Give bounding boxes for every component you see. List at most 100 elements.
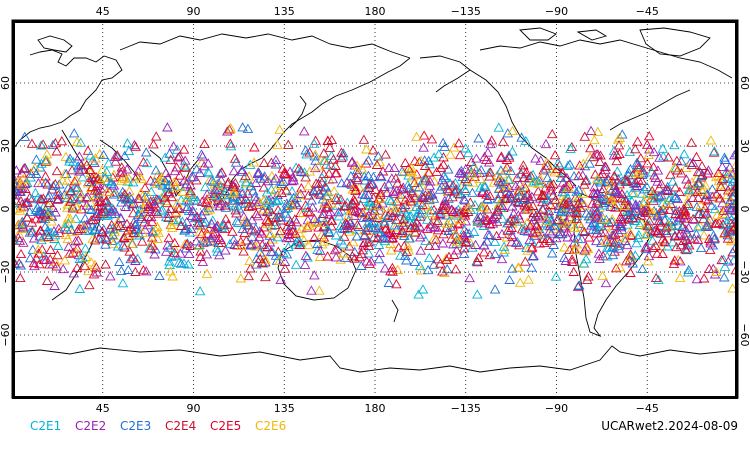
observation-marker [705, 135, 717, 145]
observation-marker [670, 192, 681, 203]
observation-marker [496, 151, 507, 161]
observation-marker [250, 223, 261, 233]
observation-marker [240, 176, 252, 187]
observation-marker [395, 193, 406, 203]
observation-marker [37, 210, 48, 220]
observation-marker [46, 184, 58, 194]
observation-marker [273, 194, 284, 204]
observation-marker [437, 266, 448, 276]
observation-marker [18, 201, 30, 211]
observation-marker [537, 203, 548, 213]
observation-marker [373, 151, 384, 161]
longitude-tick-label: 135 [274, 402, 295, 415]
observation-marker [227, 226, 238, 236]
observation-marker [568, 170, 580, 181]
observation-marker [564, 159, 576, 169]
observation-marker [18, 237, 29, 247]
observation-marker [262, 175, 274, 186]
observation-marker [313, 161, 324, 171]
observation-marker [22, 197, 33, 207]
observation-marker [717, 208, 728, 218]
legend-entry-c2e2: C2E2 [75, 419, 106, 433]
latitude-tick-label: 60 [738, 76, 750, 90]
observation-marker [496, 253, 508, 264]
observation-marker [573, 184, 584, 195]
observation-marker [296, 182, 307, 193]
observation-marker [152, 233, 163, 243]
observation-marker [225, 141, 237, 151]
observation-marker [551, 232, 562, 243]
observation-marker [579, 226, 590, 236]
observation-marker [525, 170, 537, 181]
observation-marker [391, 224, 402, 234]
observation-marker [89, 235, 101, 245]
observation-marker [319, 181, 331, 191]
coast-asia-east [213, 57, 411, 207]
observation-marker [282, 202, 294, 212]
observation-marker [570, 244, 581, 254]
observation-marker [329, 244, 341, 255]
observation-marker [542, 172, 553, 183]
observation-marker [286, 194, 298, 205]
observation-marker [212, 192, 224, 202]
observation-marker [41, 254, 52, 264]
longitude-tick-label: −90 [545, 402, 568, 415]
observation-marker [526, 262, 537, 272]
observation-marker [96, 226, 108, 237]
observation-marker [418, 142, 429, 152]
observation-marker [542, 194, 553, 204]
observation-marker [693, 192, 704, 202]
observation-marker [636, 217, 647, 227]
observation-marker [65, 185, 77, 195]
observation-marker [684, 187, 695, 197]
observation-marker [534, 174, 545, 185]
observation-marker [286, 186, 298, 196]
observation-marker [142, 190, 154, 200]
observation-marker [526, 242, 538, 252]
observation-marker [694, 220, 706, 230]
coast-newzealand [391, 299, 399, 323]
observation-marker [363, 182, 375, 192]
observation-marker [683, 240, 695, 250]
observation-marker [647, 207, 659, 217]
observation-marker [168, 141, 179, 151]
observation-marker [556, 216, 567, 226]
observation-marker [374, 193, 386, 203]
observation-marker [278, 176, 289, 186]
observation-marker [52, 186, 64, 196]
observation-marker [652, 227, 663, 237]
observation-marker [519, 194, 530, 204]
observation-marker [435, 206, 446, 216]
observation-marker [702, 168, 713, 178]
observation-marker [566, 219, 577, 229]
observation-marker [689, 214, 700, 224]
observation-marker [695, 242, 707, 253]
observation-marker [82, 191, 94, 201]
observation-marker [330, 252, 342, 262]
observation-marker [574, 160, 585, 170]
observation-marker [571, 213, 582, 223]
observation-marker [40, 177, 51, 187]
observation-marker [317, 208, 329, 218]
observation-marker [243, 201, 254, 211]
latitude-tick-label: 0 [738, 206, 750, 213]
observation-marker [165, 266, 176, 276]
observation-marker [647, 235, 658, 245]
observation-marker [159, 192, 171, 202]
observation-marker [423, 190, 434, 200]
observation-marker [376, 171, 387, 182]
observation-marker [256, 257, 268, 268]
observation-marker [200, 181, 211, 192]
observation-marker [721, 218, 733, 228]
observation-marker [386, 233, 398, 243]
observation-marker [590, 224, 602, 235]
observation-marker [705, 244, 716, 255]
observation-marker [281, 221, 293, 231]
observation-marker [453, 137, 465, 148]
observation-marker [423, 167, 435, 177]
observation-marker [654, 152, 665, 162]
observation-markers [12, 122, 738, 299]
observation-marker [370, 210, 382, 220]
observation-marker [208, 176, 219, 186]
latitude-tick-label: 0 [0, 206, 12, 213]
